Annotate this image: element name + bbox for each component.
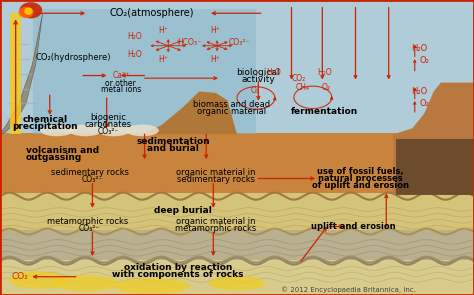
Text: CO₃²⁻: CO₃²⁻ <box>78 224 100 233</box>
Ellipse shape <box>24 8 33 15</box>
Text: activity: activity <box>241 75 275 83</box>
Text: H⁺: H⁺ <box>159 55 168 63</box>
Bar <box>0 0 474 134</box>
Bar <box>0 230 474 261</box>
Text: of uplift and erosion: of uplift and erosion <box>312 181 409 190</box>
Text: organic material: organic material <box>197 107 266 116</box>
Text: deep burial: deep burial <box>154 206 211 215</box>
Bar <box>396 139 474 195</box>
Text: use of fossil fuels,: use of fossil fuels, <box>317 167 403 176</box>
Text: biomass and dead: biomass and dead <box>193 100 270 109</box>
Text: H⁺: H⁺ <box>211 27 220 35</box>
Text: organic material in: organic material in <box>176 217 255 226</box>
Text: O₂: O₂ <box>419 56 429 65</box>
Text: H₂O: H₂O <box>128 32 143 41</box>
Bar <box>0 260 474 295</box>
Text: organic material in: organic material in <box>176 168 255 177</box>
Text: chemical: chemical <box>22 115 68 124</box>
Text: H₂O: H₂O <box>411 87 428 96</box>
Polygon shape <box>393 83 474 195</box>
Text: O₂: O₂ <box>251 86 259 95</box>
Text: CO₃²⁻: CO₃²⁻ <box>97 127 119 136</box>
Text: O₂: O₂ <box>419 99 429 108</box>
Text: biological: biological <box>237 68 280 77</box>
Ellipse shape <box>97 124 130 136</box>
Text: sedimentary rocks: sedimentary rocks <box>177 175 255 184</box>
Text: CO₃²⁻: CO₃²⁻ <box>82 176 103 184</box>
Ellipse shape <box>9 271 66 289</box>
Text: CO₂(atmosphere): CO₂(atmosphere) <box>109 8 194 18</box>
Text: metamorphic rocks: metamorphic rocks <box>47 217 128 226</box>
Text: CO₂(hydrosphere): CO₂(hydrosphere) <box>36 53 111 62</box>
Bar <box>0 193 474 232</box>
Ellipse shape <box>114 278 190 294</box>
Text: Ca²⁺: Ca²⁺ <box>112 71 129 80</box>
Ellipse shape <box>18 7 34 18</box>
Text: CO₃²⁻: CO₃²⁻ <box>228 38 250 47</box>
Ellipse shape <box>209 276 265 291</box>
Text: volcanism and: volcanism and <box>26 146 99 155</box>
Text: oxidation by reaction: oxidation by reaction <box>124 263 232 272</box>
Text: carbonates: carbonates <box>84 120 132 129</box>
Text: H⁺: H⁺ <box>211 55 220 63</box>
Ellipse shape <box>40 124 73 136</box>
Text: with components of rocks: with components of rocks <box>112 271 244 279</box>
Text: outgassing: outgassing <box>26 153 82 162</box>
Text: and burial: and burial <box>147 144 199 153</box>
Text: © 2012 Encyclopaedia Britannica, Inc.: © 2012 Encyclopaedia Britannica, Inc. <box>281 286 416 293</box>
Text: natural processes: natural processes <box>318 174 402 183</box>
Text: CH₄: CH₄ <box>295 83 310 91</box>
Text: H⁺: H⁺ <box>159 27 168 35</box>
Text: sedimentation: sedimentation <box>136 137 210 146</box>
Text: or other: or other <box>106 79 136 88</box>
Text: H₂O: H₂O <box>317 68 332 77</box>
Text: precipitation: precipitation <box>12 122 78 131</box>
Text: uplift and erosion: uplift and erosion <box>311 222 395 231</box>
Polygon shape <box>142 91 237 134</box>
Bar <box>0 133 474 195</box>
Text: H₂O: H₂O <box>411 44 428 53</box>
Ellipse shape <box>19 2 42 18</box>
Text: H₂O: H₂O <box>266 68 282 77</box>
Polygon shape <box>0 13 43 134</box>
Text: fermentation: fermentation <box>291 107 358 116</box>
Text: metamorphic rocks: metamorphic rocks <box>175 224 256 233</box>
Text: sedimentary rocks: sedimentary rocks <box>51 168 129 177</box>
Text: H₂O: H₂O <box>128 50 143 59</box>
Ellipse shape <box>126 124 159 136</box>
Text: CO₂: CO₂ <box>11 272 28 281</box>
Text: O₂: O₂ <box>322 83 330 91</box>
FancyBboxPatch shape <box>10 13 21 134</box>
Text: metal ions: metal ions <box>101 86 141 94</box>
Text: CO₂: CO₂ <box>292 74 306 83</box>
Ellipse shape <box>52 275 118 291</box>
Ellipse shape <box>69 124 102 136</box>
Text: HCO₃⁻: HCO₃⁻ <box>178 38 201 47</box>
Text: biogenic: biogenic <box>90 114 126 122</box>
Polygon shape <box>33 9 256 134</box>
